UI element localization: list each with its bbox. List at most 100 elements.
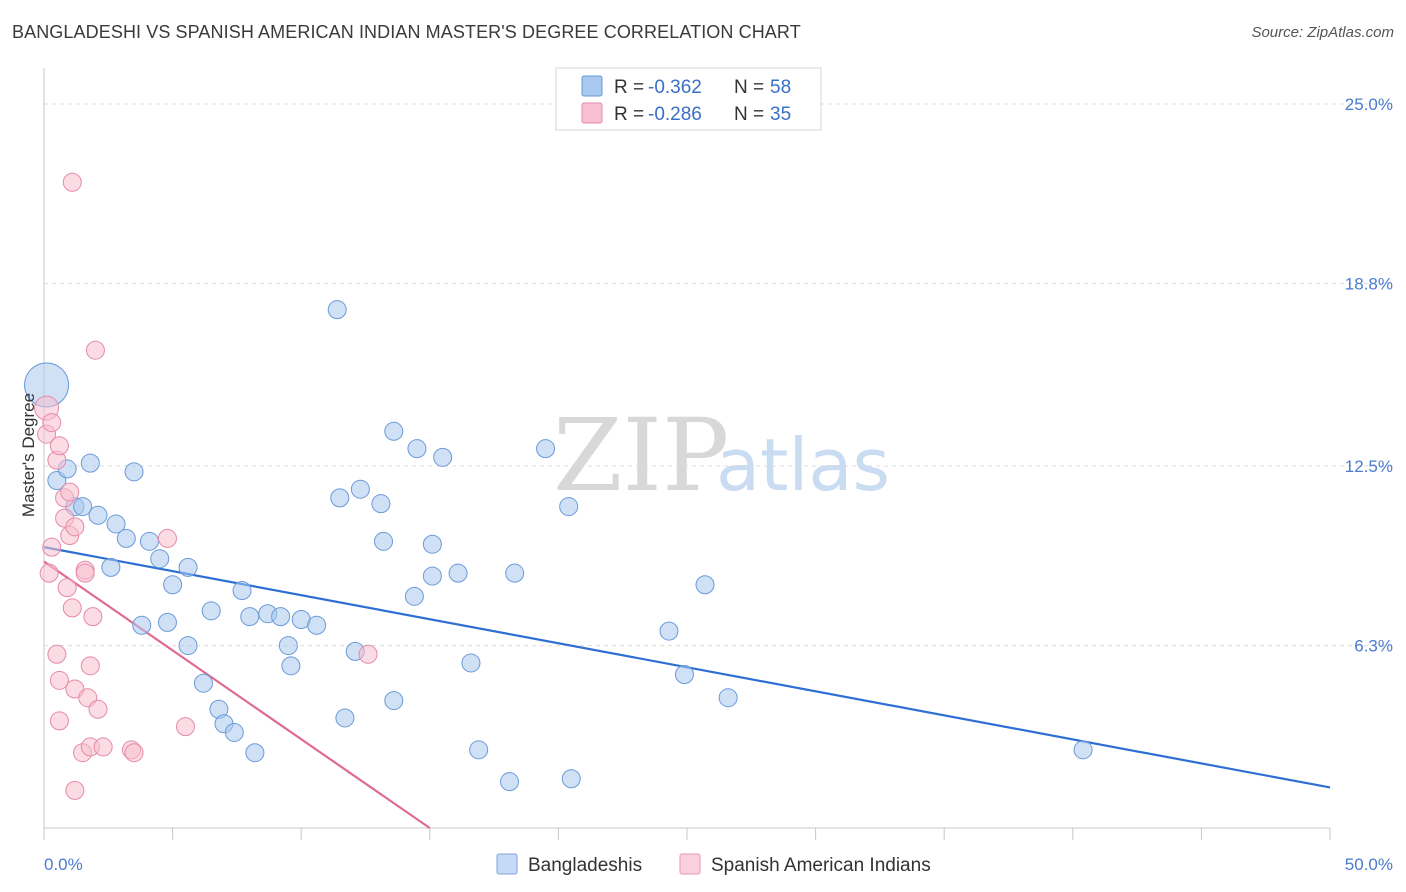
legend-swatch-bangladeshis bbox=[581, 75, 603, 97]
point-bangladeshis-55 bbox=[674, 665, 694, 685]
point-bangladeshis-16 bbox=[132, 615, 152, 635]
bottom-legend-label-bangladeshis: Bangladeshis bbox=[528, 855, 642, 876]
grid-lines bbox=[44, 103, 1393, 647]
point-spanish-american-indians-31 bbox=[124, 743, 144, 763]
point-bangladeshis-38 bbox=[374, 531, 394, 551]
point-bangladeshis-11 bbox=[101, 557, 121, 577]
legend-r-label-1: R = bbox=[614, 104, 644, 125]
legend-n-label-1: N = bbox=[734, 104, 764, 125]
point-spanish-american-indians-3 bbox=[39, 563, 59, 583]
trend-line-spanish-american-indians bbox=[43, 560, 431, 829]
point-spanish-american-indians-29 bbox=[62, 172, 82, 192]
point-bangladeshis-48 bbox=[469, 740, 489, 760]
point-spanish-american-indians-2 bbox=[42, 413, 62, 433]
point-bangladeshis-19 bbox=[240, 607, 260, 627]
point-spanish-american-indians-24 bbox=[80, 656, 100, 676]
bottom-legend-label-spanish-american-indians: Spanish American Indians bbox=[711, 855, 931, 876]
point-bangladeshis-42 bbox=[407, 439, 427, 459]
y-tick-label-2: 18.8% bbox=[1345, 275, 1393, 294]
point-bangladeshis-39 bbox=[384, 691, 404, 711]
point-bangladeshis-7 bbox=[106, 514, 126, 534]
legend-n-label-0: N = bbox=[734, 77, 764, 98]
bottom-legend-swatch-spanish-american-indians bbox=[679, 853, 701, 875]
point-spanish-american-indians-20 bbox=[75, 563, 95, 583]
point-bangladeshis-53 bbox=[561, 769, 581, 789]
point-spanish-american-indians-8 bbox=[49, 670, 69, 690]
point-bangladeshis-12 bbox=[150, 549, 170, 569]
point-bangladeshis-37 bbox=[371, 494, 391, 514]
point-spanish-american-indians-7 bbox=[47, 644, 67, 664]
point-bangladeshis-44 bbox=[422, 534, 442, 554]
point-spanish-american-indians-16 bbox=[65, 780, 85, 800]
chart-title: BANGLADESHI VS SPANISH AMERICAN INDIAN M… bbox=[12, 22, 801, 42]
point-bangladeshis-5 bbox=[73, 497, 93, 517]
legend-r-value-0: -0.362 bbox=[648, 77, 702, 98]
point-spanish-american-indians-27 bbox=[57, 578, 77, 598]
point-bangladeshis-28 bbox=[224, 722, 244, 742]
point-bangladeshis-15 bbox=[232, 581, 252, 601]
point-bangladeshis-40 bbox=[384, 421, 404, 441]
point-bangladeshis-31 bbox=[281, 656, 301, 676]
point-spanish-american-indians-34 bbox=[358, 644, 378, 664]
point-bangladeshis-29 bbox=[245, 743, 265, 763]
point-bangladeshis-3 bbox=[80, 453, 100, 473]
point-spanish-american-indians-26 bbox=[93, 737, 113, 757]
axes bbox=[43, 68, 1331, 840]
point-bangladeshis-34 bbox=[335, 708, 355, 728]
y-tick-labels: 6.3% 12.5% 18.8% 25.0% bbox=[1345, 95, 1393, 656]
y-tick-label-0: 6.3% bbox=[1354, 637, 1393, 656]
point-bangladeshis-50 bbox=[500, 772, 520, 792]
point-bangladeshis-58 bbox=[1073, 740, 1093, 760]
point-bangladeshis-10 bbox=[139, 531, 159, 551]
x-tick-label-max: 50.0% bbox=[1345, 855, 1393, 874]
legend: R = -0.362 N = 58 R = -0.286 N = 35 bbox=[555, 67, 822, 131]
watermark-zip: ZIP bbox=[553, 397, 729, 514]
point-bangladeshis-17 bbox=[157, 612, 177, 632]
bottom-legend-swatch-bangladeshis bbox=[496, 853, 518, 875]
point-bangladeshis-54 bbox=[659, 621, 679, 641]
legend-n-value-1: 35 bbox=[770, 104, 791, 125]
legend-swatch-spanish-american-indians bbox=[581, 102, 603, 124]
point-bangladeshis-24 bbox=[178, 636, 198, 656]
point-bangladeshis-8 bbox=[124, 462, 144, 482]
point-bangladeshis-51 bbox=[536, 439, 556, 459]
point-bangladeshis-57 bbox=[718, 688, 738, 708]
point-spanish-american-indians-4 bbox=[42, 537, 62, 557]
point-bangladeshis-36 bbox=[350, 479, 370, 499]
point-spanish-american-indians-14 bbox=[62, 598, 82, 618]
point-bangladeshis-14 bbox=[163, 575, 183, 595]
point-bangladeshis-25 bbox=[193, 673, 213, 693]
point-spanish-american-indians-28 bbox=[85, 340, 105, 360]
point-spanish-american-indians-25 bbox=[88, 699, 108, 719]
source-label: Source: ZipAtlas.com bbox=[1251, 24, 1394, 41]
point-bangladeshis-9 bbox=[116, 528, 136, 548]
legend-r-value-1: -0.286 bbox=[648, 104, 702, 125]
point-bangladeshis-21 bbox=[271, 607, 291, 627]
legend-r-label-0: R = bbox=[614, 77, 644, 98]
point-bangladeshis-6 bbox=[88, 505, 108, 525]
point-spanish-american-indians-17 bbox=[65, 517, 85, 537]
point-bangladeshis-30 bbox=[278, 636, 298, 656]
point-bangladeshis-45 bbox=[433, 447, 453, 467]
point-spanish-american-indians-11 bbox=[60, 482, 80, 502]
legend-n-value-0: 58 bbox=[770, 77, 791, 98]
watermark-atlas: atlas bbox=[716, 423, 890, 507]
data-points bbox=[24, 172, 1093, 800]
point-spanish-american-indians-33 bbox=[175, 717, 195, 737]
point-spanish-american-indians-32 bbox=[157, 528, 177, 548]
point-bangladeshis-52 bbox=[559, 497, 579, 517]
point-bangladeshis-32 bbox=[330, 488, 350, 508]
x-tick-label-min: 0.0% bbox=[44, 855, 83, 874]
bottom-legend: Bangladeshis Spanish American Indians bbox=[496, 853, 931, 876]
point-bangladeshis-46 bbox=[448, 563, 468, 583]
point-spanish-american-indians-6 bbox=[49, 436, 69, 456]
point-bangladeshis-56 bbox=[695, 575, 715, 595]
point-bangladeshis-33 bbox=[327, 300, 347, 320]
point-spanish-american-indians-21 bbox=[83, 607, 103, 627]
point-spanish-american-indians-9 bbox=[49, 711, 69, 731]
point-bangladeshis-47 bbox=[461, 653, 481, 673]
y-axis-label: Master's Degree bbox=[19, 393, 38, 517]
point-bangladeshis-41 bbox=[404, 586, 424, 606]
point-bangladeshis-13 bbox=[178, 557, 198, 577]
